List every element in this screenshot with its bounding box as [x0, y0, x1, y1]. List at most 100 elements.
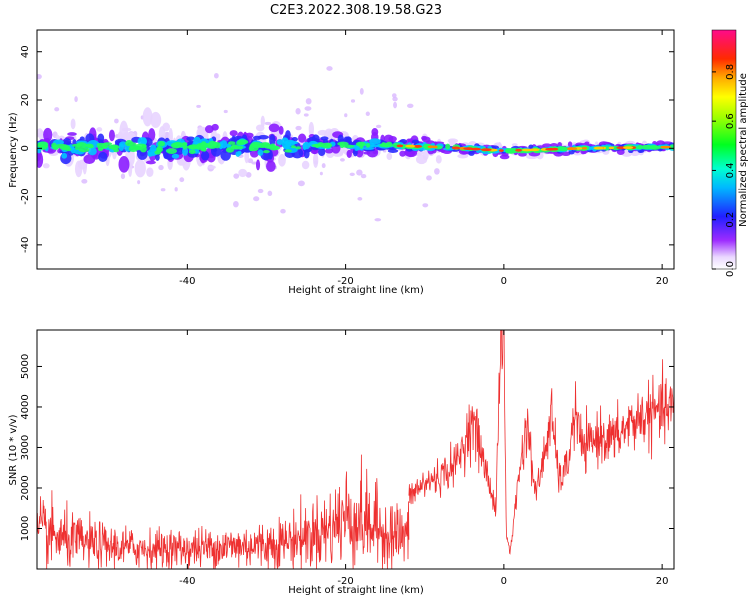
spectrogram-noise-blob	[349, 172, 355, 177]
spectrogram-y-axis-label: Frequency (Hz)	[8, 112, 19, 188]
spectrogram-noise-blob	[264, 121, 272, 126]
snr-x-ticks: -40 -20 0 20	[179, 330, 668, 587]
spectrogram-peak	[521, 148, 533, 152]
snr-y-tick-label: 3000	[20, 435, 31, 460]
spectrogram-peak	[453, 146, 460, 150]
colorbar-gradient	[711, 29, 737, 270]
spectrogram-blob	[78, 147, 90, 153]
spectrogram-plot-frame	[36, 29, 675, 270]
spectrogram-noise-blob	[295, 107, 301, 115]
spectrogram-noise-blob	[54, 107, 60, 112]
spectrogram-blob	[142, 107, 153, 127]
spectrogram-blob	[181, 142, 188, 146]
spectrogram-blob	[387, 149, 399, 153]
spectrogram-peak	[480, 148, 492, 152]
spectrogram-blob	[195, 144, 204, 150]
spectrogram-blob	[346, 149, 352, 159]
spectrogram-blob	[148, 128, 156, 142]
spectrogram-blob	[147, 151, 153, 157]
spectrogram-y-tick-label: 40	[20, 45, 31, 58]
spectrogram-blob	[415, 154, 428, 165]
spectrogram-blob	[260, 115, 265, 128]
spectrogram-blob	[281, 137, 289, 144]
spectrogram-blob	[276, 139, 284, 146]
spectrogram-noise-blob	[233, 173, 240, 179]
spectrogram-peak	[396, 144, 404, 148]
spectrogram-peak	[551, 147, 559, 151]
spectrogram-blob	[640, 144, 653, 150]
spectrogram-blob	[37, 151, 44, 168]
spectrogram-blob	[37, 128, 43, 137]
spectrogram-blob	[87, 147, 97, 156]
spectrogram-blob	[308, 121, 315, 137]
spectrogram-noise-blob	[304, 106, 312, 111]
spectrogram-blob	[584, 141, 590, 145]
spectrogram-noise-blob	[375, 124, 382, 129]
spectrogram-blob	[649, 145, 661, 150]
spectrogram-blob	[230, 144, 239, 150]
spectrogram-noise-blob	[339, 158, 345, 162]
spectrogram-blob	[121, 127, 132, 132]
spectrogram-blob	[235, 151, 241, 157]
colorbar-tick-label: 0.8	[725, 64, 736, 80]
spectrogram-blob	[499, 154, 510, 160]
spectrogram-blob	[448, 139, 456, 145]
spectrogram-blob	[301, 160, 310, 170]
spectrogram-blob	[118, 143, 125, 152]
spectrogram-blob	[150, 111, 162, 128]
spectrogram-noise-blob	[374, 218, 382, 222]
spectrogram-blob	[186, 136, 196, 141]
spectrogram-blob	[264, 144, 273, 149]
spectrogram-blob	[38, 144, 48, 150]
colorbar-label: Normalized spectral amplitude	[738, 73, 749, 227]
spectrogram-blob	[42, 163, 50, 169]
spectrogram-x-tick-label: -20	[337, 276, 353, 287]
spectrogram-blob	[171, 153, 180, 159]
snr-y-ticks: 1000 2000 3000 4000 5000	[20, 354, 674, 541]
spectrogram-peak	[427, 145, 435, 149]
spectrogram-peak	[498, 149, 504, 152]
spectrogram-noise-blob	[321, 163, 326, 169]
spectrogram-blob	[145, 160, 156, 165]
snr-panel: -40 -20 0 20 1000 2000 3000 4000 5000 Height of…	[8, 329, 675, 596]
spectrogram-blob	[435, 155, 442, 164]
spectrogram-noise-blob	[120, 173, 126, 180]
spectrogram-blob	[166, 148, 177, 154]
spectrogram-blob	[170, 142, 181, 149]
spectrogram-blob	[363, 151, 371, 155]
colorbar-ticks: 0.0 0.2 0.4 0.6 0.8	[712, 64, 736, 277]
spectrogram-peak	[567, 147, 573, 151]
spectrogram-noise-blob	[350, 99, 356, 103]
spectrogram-blob	[228, 141, 236, 145]
spectrogram-noise-blob	[253, 196, 260, 202]
spectrogram-noise-blob	[245, 172, 252, 178]
spectrogram-noise-blob	[267, 190, 273, 197]
spectrogram-noise-blob	[426, 175, 432, 181]
snr-series	[37, 330, 674, 569]
spectrogram-blob	[98, 151, 108, 163]
colorbar-tick-label: 0.4	[725, 162, 736, 178]
snr-y-tick-label: 2000	[20, 475, 31, 500]
spectrogram-noise-blob	[305, 98, 312, 105]
spectrogram-noise-blob	[357, 197, 363, 201]
spectrogram-blob	[339, 142, 345, 149]
spectrogram-y-tick-label: -40	[20, 237, 31, 253]
spectrogram-peak	[593, 146, 604, 150]
spectrogram-blob	[278, 125, 284, 135]
spectrogram-blob	[268, 150, 273, 160]
snr-line	[408, 330, 674, 555]
spectrogram-blob	[386, 152, 393, 161]
spectrogram-blob	[295, 146, 302, 150]
spectrogram-noise-blob	[295, 125, 302, 131]
spectrogram-noise-blob	[196, 104, 201, 108]
spectrogram-noise-blob	[174, 187, 178, 192]
spectrogram-blob	[359, 143, 364, 149]
spectrogram-noise-blob	[223, 109, 228, 114]
spectrogram-peak	[623, 146, 634, 150]
spectrogram-noise-blob	[251, 161, 258, 165]
snr-x-tick-label: -40	[179, 576, 195, 587]
spectrogram-y-ticks: -40 -20 0 20 40	[20, 45, 674, 253]
spectrogram-blob	[257, 149, 264, 156]
spectrogram-x-tick-label: 0	[501, 276, 507, 287]
spectrogram-noise-blob	[392, 93, 397, 98]
